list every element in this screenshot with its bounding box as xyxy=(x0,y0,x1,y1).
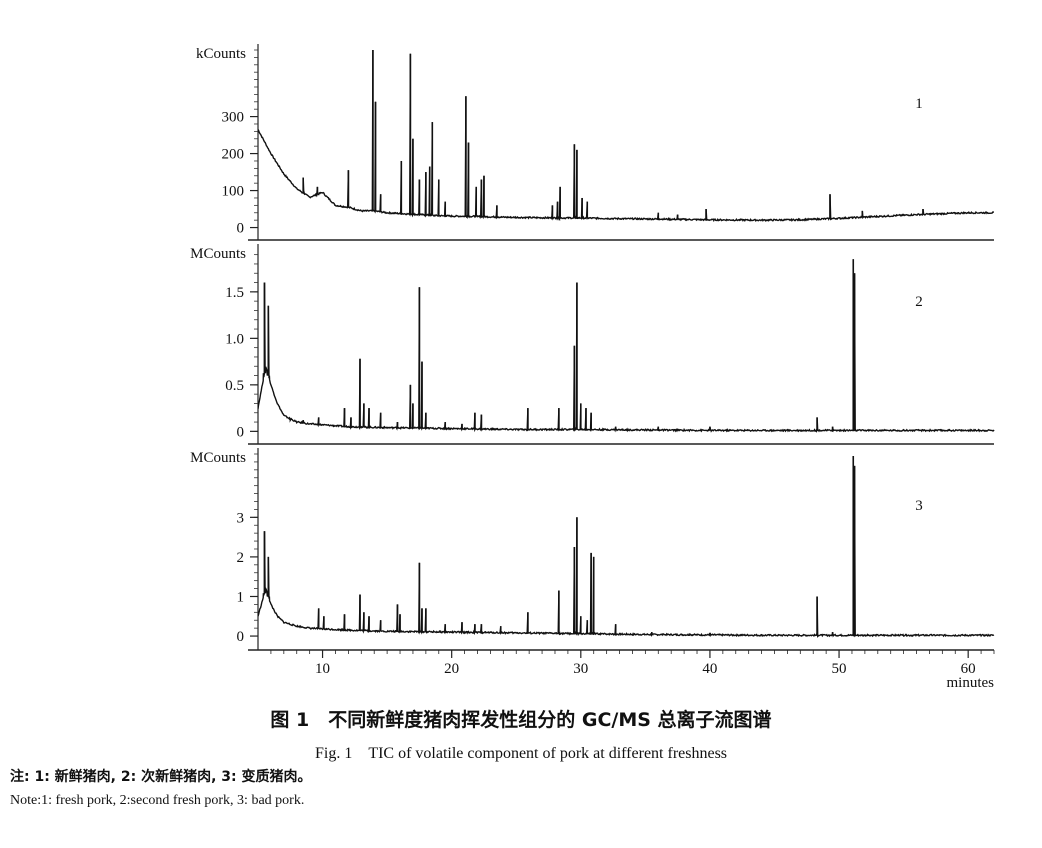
y-axis-label: kCounts xyxy=(196,46,246,62)
y-tick-label: 0.5 xyxy=(225,378,244,394)
x-tick-label: 50 xyxy=(832,661,847,677)
panel-1: 0 100 200 300 kCounts 1 xyxy=(196,44,994,241)
trace-line xyxy=(258,49,994,223)
x-tick-label: 60 xyxy=(961,661,976,677)
figure-note-chinese: 注: 1: 新鲜猪肉, 2: 次新鲜猪肉, 3: 变质猪肉。 xyxy=(10,769,312,785)
panel-2: 0 0.5 1.0 1.5 MCounts 2 xyxy=(190,244,995,445)
panel-label: 3 xyxy=(915,498,923,514)
x-tick-label: 10 xyxy=(315,661,330,677)
y-axis-label: MCounts xyxy=(190,450,246,466)
y-tick-label: 0 xyxy=(237,629,245,645)
panel-label: 1 xyxy=(915,96,923,112)
x-axis-label: minutes xyxy=(947,675,995,691)
y-tick-label: 3 xyxy=(237,510,245,526)
x-tick-label: 20 xyxy=(444,661,459,677)
figure-note-english: Note:1: fresh pork, 2:second fresh pork,… xyxy=(10,793,305,808)
tic-chart: 0100200300kCounts100.51.01.5MCounts20123… xyxy=(190,44,995,691)
y-axis-label: MCounts xyxy=(190,246,246,262)
trace-line xyxy=(258,259,995,433)
figure-caption-chinese: 图 1 不同新鲜度猪肉挥发性组分的 GC/MS 总离子流图谱 xyxy=(270,709,772,731)
y-tick-label: 1.0 xyxy=(225,331,244,347)
y-tick-label: 1 xyxy=(237,589,245,605)
trace-line xyxy=(258,455,995,639)
figure-caption-english: Fig. 1 TIC of volatile component of pork… xyxy=(314,745,728,762)
x-tick-label: 30 xyxy=(573,661,588,677)
y-tick-label: 300 xyxy=(222,110,245,126)
x-tick-label: 40 xyxy=(702,661,717,677)
y-tick-label: 200 xyxy=(222,147,245,163)
panel-label: 2 xyxy=(915,294,923,310)
y-tick-label: 100 xyxy=(222,184,245,200)
y-tick-label: 2 xyxy=(237,550,245,566)
y-tick-label: 0 xyxy=(237,221,245,237)
y-tick-label: 1.5 xyxy=(225,285,244,301)
y-tick-label: 0 xyxy=(237,424,245,440)
